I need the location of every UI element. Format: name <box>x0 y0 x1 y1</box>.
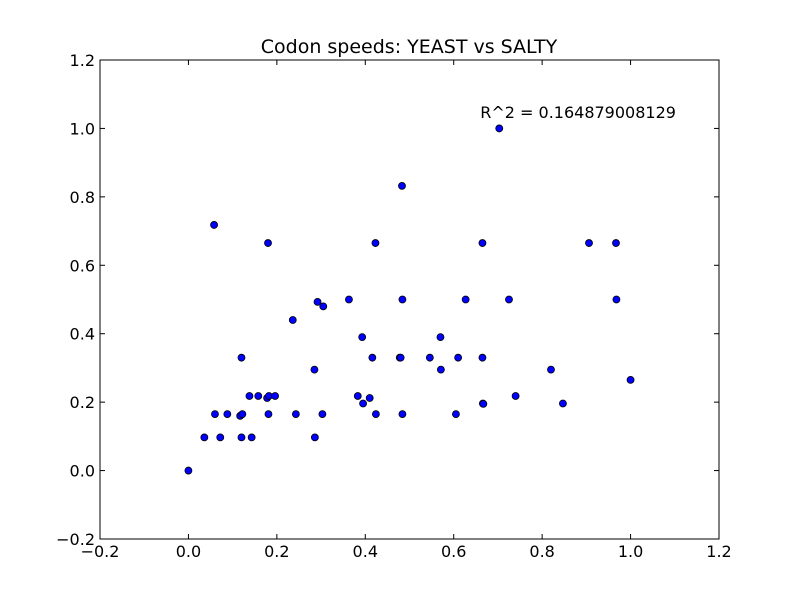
y-tick-label: 0.4 <box>70 325 95 344</box>
data-point <box>398 295 407 304</box>
x-tick-label: 0.4 <box>353 542 378 561</box>
plot-area: −0.2 0.0 0.2 0.4 0.6 0.8 1.0 1.2 −0.2 0.0 0.2 0.4 0.… <box>56 51 732 561</box>
data-point <box>425 353 434 362</box>
data-point <box>237 353 246 362</box>
data-point <box>319 302 328 311</box>
data-point <box>245 392 254 400</box>
data-point <box>495 124 504 133</box>
y-tick-label: 0.2 <box>70 393 95 412</box>
data-point <box>371 410 380 419</box>
data-point <box>200 433 209 442</box>
x-tick-label: 1.2 <box>706 542 731 561</box>
axes-frame <box>99 59 720 540</box>
data-point <box>396 353 405 362</box>
data-point <box>184 466 193 475</box>
data-point <box>237 433 246 442</box>
data-point <box>271 392 279 400</box>
x-tick-label: 0.2 <box>264 542 289 561</box>
data-point <box>288 316 297 324</box>
data-point <box>398 182 406 190</box>
y-tick-label: 0.8 <box>70 188 95 207</box>
data-point <box>264 410 273 419</box>
data-point <box>461 295 470 304</box>
data-point <box>211 410 219 419</box>
data-point <box>238 410 247 419</box>
data-point <box>478 239 487 247</box>
data-point <box>313 297 322 306</box>
r-squared-annotation: R^2 = 0.164879008129 <box>480 103 676 122</box>
data-point <box>359 399 367 408</box>
data-point <box>247 433 256 442</box>
data-point <box>511 392 520 400</box>
data-point <box>310 365 319 374</box>
data-point <box>479 399 488 408</box>
y-tick-label: 1.0 <box>70 119 95 138</box>
data-point <box>210 221 218 229</box>
x-tick-label: 0.6 <box>441 542 466 561</box>
data-point <box>345 295 353 304</box>
data-point <box>371 239 380 247</box>
data-point <box>626 376 635 384</box>
data-point <box>612 239 620 247</box>
data-point <box>505 295 513 304</box>
x-tick-label: 1.0 <box>618 542 643 561</box>
data-point <box>223 410 232 419</box>
data-point <box>368 353 377 362</box>
x-tick-label: 0.0 <box>176 542 201 561</box>
y-tick-label: 1.2 <box>70 51 95 70</box>
data-point <box>436 333 445 342</box>
data-point <box>585 239 593 247</box>
data-point <box>365 394 374 402</box>
y-tick-label: 0.6 <box>70 256 95 275</box>
data-point <box>353 392 362 400</box>
data-point <box>254 392 263 400</box>
data-point <box>559 399 567 408</box>
data-point <box>358 333 367 342</box>
y-tick-label: −0.2 <box>56 530 95 549</box>
data-point <box>452 410 460 419</box>
x-tick-label: 0.8 <box>529 542 554 561</box>
data-point <box>436 365 445 374</box>
chart-title: Codon speeds: YEAST vs SALTY <box>261 36 558 58</box>
data-point <box>612 295 621 304</box>
data-point <box>264 239 272 247</box>
data-point <box>291 410 300 419</box>
data-point <box>454 353 463 362</box>
data-point <box>398 410 407 419</box>
x-tick-label: −0.2 <box>81 542 120 561</box>
data-point <box>310 433 319 442</box>
y-tick-label: 0.0 <box>70 462 95 481</box>
data-point <box>216 433 225 442</box>
data-point <box>478 353 487 362</box>
data-point <box>318 410 327 419</box>
data-point <box>547 365 555 374</box>
